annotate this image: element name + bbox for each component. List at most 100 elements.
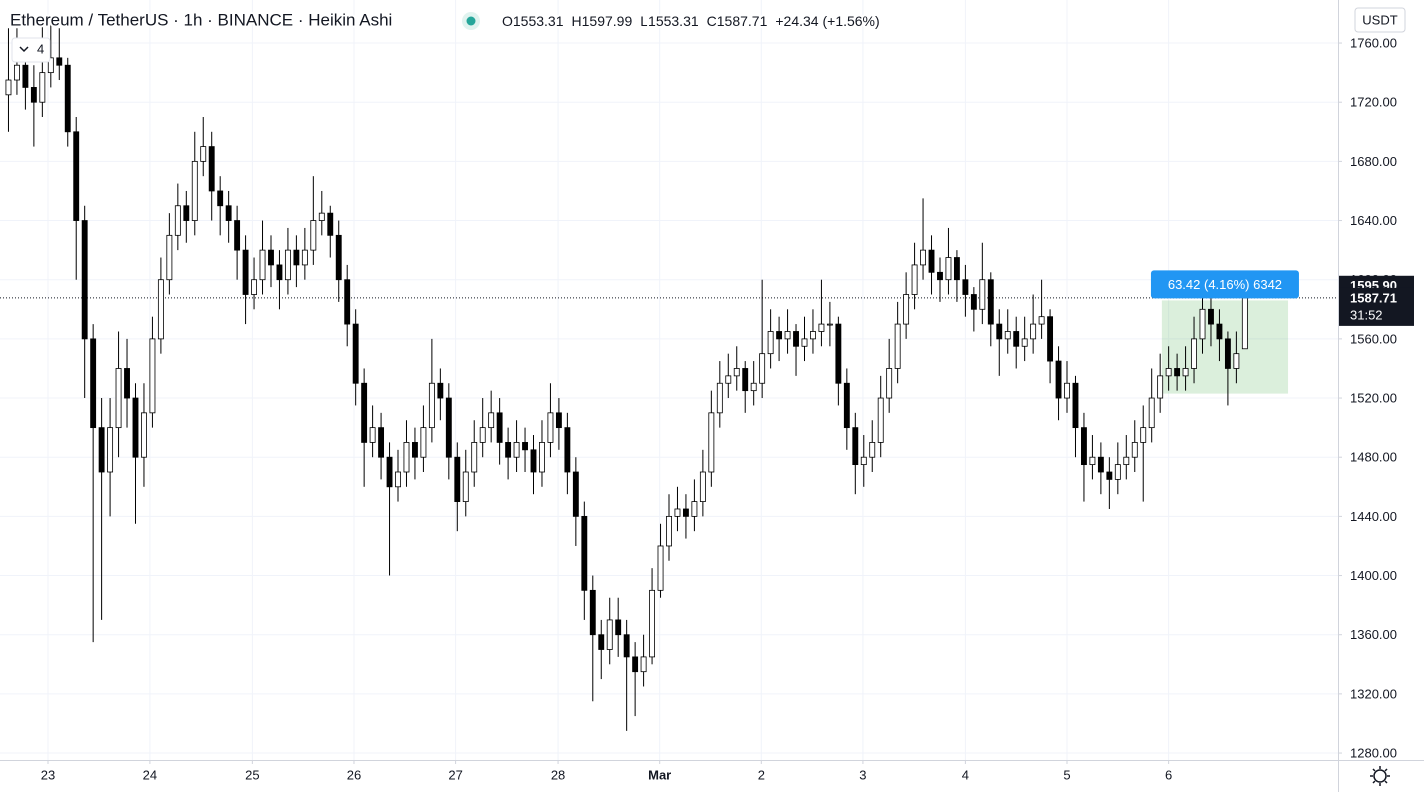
candle-body	[564, 427, 571, 473]
candle-body	[860, 456, 867, 466]
gear-ring	[1373, 769, 1387, 783]
candle-body	[1174, 368, 1181, 377]
x-tick-label: Mar	[648, 767, 671, 782]
ohlc-legend: O1553.31 H1597.99 L1553.31 C1587.71 +24.34 (…	[502, 13, 880, 29]
candle-body	[852, 427, 859, 466]
ohlc-value: 1587.71	[717, 13, 768, 29]
ohlc-value: 1553.31	[648, 13, 699, 29]
candle-body	[953, 257, 960, 281]
y-tick-label: 1280.00	[1350, 745, 1397, 760]
candle-body	[335, 234, 342, 281]
x-tick-label: 4	[962, 767, 969, 782]
range-label: 63.42 (4.16%) 6342	[1168, 277, 1282, 292]
candle-body	[1123, 456, 1130, 466]
candle-body	[649, 589, 656, 658]
range-box	[1161, 300, 1289, 394]
candle-body	[403, 442, 410, 473]
candle-body	[107, 427, 114, 473]
candle-body	[1055, 360, 1062, 399]
indicators-toggle[interactable]	[11, 37, 51, 63]
candle-body	[606, 619, 613, 650]
candle-body	[505, 442, 512, 458]
candle-body	[141, 412, 147, 458]
candle-body	[733, 368, 740, 377]
candle-body	[183, 205, 190, 221]
candle-body	[640, 656, 647, 673]
candle-body	[1072, 382, 1079, 429]
candle-body	[454, 456, 461, 502]
chevron-icon	[19, 46, 29, 53]
candle-body	[115, 368, 122, 429]
candle-body	[395, 471, 401, 488]
candle-body	[547, 412, 554, 443]
candle-body	[1030, 323, 1037, 340]
symbol-title[interactable]: Ethereum / TetherUS · 1h · BINANCE · Hei…	[8, 8, 394, 31]
candle-body	[90, 338, 97, 429]
ohlc-key: L	[640, 13, 648, 29]
currency-label: USDT	[1362, 12, 1397, 27]
candle-body	[666, 515, 672, 547]
candle-body	[200, 146, 207, 162]
range-label-bg	[1150, 270, 1299, 299]
candle-body	[513, 442, 520, 458]
candle-body	[877, 397, 884, 443]
x-tick-label: 26	[347, 767, 361, 782]
candle-body	[589, 589, 596, 636]
candle-body	[598, 634, 605, 650]
y-tick-label: 1480.00	[1350, 450, 1397, 465]
candle-body	[810, 331, 816, 340]
candle-body	[1097, 456, 1104, 473]
x-tick-label: 6	[1165, 767, 1172, 782]
x-tick-label: 5	[1063, 767, 1070, 782]
candle-body	[225, 205, 232, 221]
candle-body	[191, 160, 198, 221]
currency-button[interactable]	[1354, 7, 1406, 33]
ohlc-value: 1553.31	[513, 13, 564, 29]
candle-body	[310, 220, 317, 251]
candle-body	[437, 382, 444, 399]
y-tick-label: 1360.00	[1350, 627, 1397, 642]
candle-body	[361, 382, 368, 443]
candle-body	[344, 279, 351, 325]
candle-body	[826, 323, 833, 326]
candle-body	[47, 57, 54, 74]
y-tick-label: 1320.00	[1350, 686, 1397, 701]
candle-body	[657, 545, 664, 591]
x-tick-label: 23	[41, 767, 55, 782]
candle-body	[979, 279, 986, 310]
candle-body	[276, 264, 283, 281]
candle-body	[522, 442, 528, 451]
countdown: 31:52	[1350, 307, 1383, 322]
candle-body	[1064, 382, 1070, 399]
y-tick-label: 1400.00	[1350, 568, 1397, 583]
drawings	[0, 297, 1338, 394]
candle-body	[22, 64, 29, 88]
candle-body	[996, 323, 1003, 340]
candle-body	[1182, 368, 1189, 377]
candle-body	[928, 249, 935, 273]
current-price-label: 1587.71	[1350, 290, 1397, 305]
candle-body	[615, 619, 622, 636]
candle-body	[5, 79, 12, 96]
candle-body	[1241, 297, 1248, 350]
candle-body	[1224, 338, 1231, 369]
candle-body	[699, 471, 706, 502]
y-tick-label: 1760.00	[1350, 35, 1397, 50]
candle-body	[970, 294, 977, 310]
settings-icon[interactable]	[1370, 766, 1390, 786]
candle-body	[39, 72, 46, 103]
candle-body	[1140, 427, 1147, 443]
candle-body	[56, 57, 63, 66]
candle-body	[352, 323, 359, 384]
candle-body	[691, 501, 698, 517]
candle-body	[234, 220, 241, 251]
candles	[5, 20, 1248, 731]
candle-body	[166, 234, 173, 281]
candle-body	[1089, 456, 1096, 466]
candle-body	[1021, 338, 1028, 347]
candle-body	[987, 279, 994, 325]
current-price-bg	[1339, 287, 1414, 326]
y-tick-label: 1520.00	[1350, 390, 1397, 405]
